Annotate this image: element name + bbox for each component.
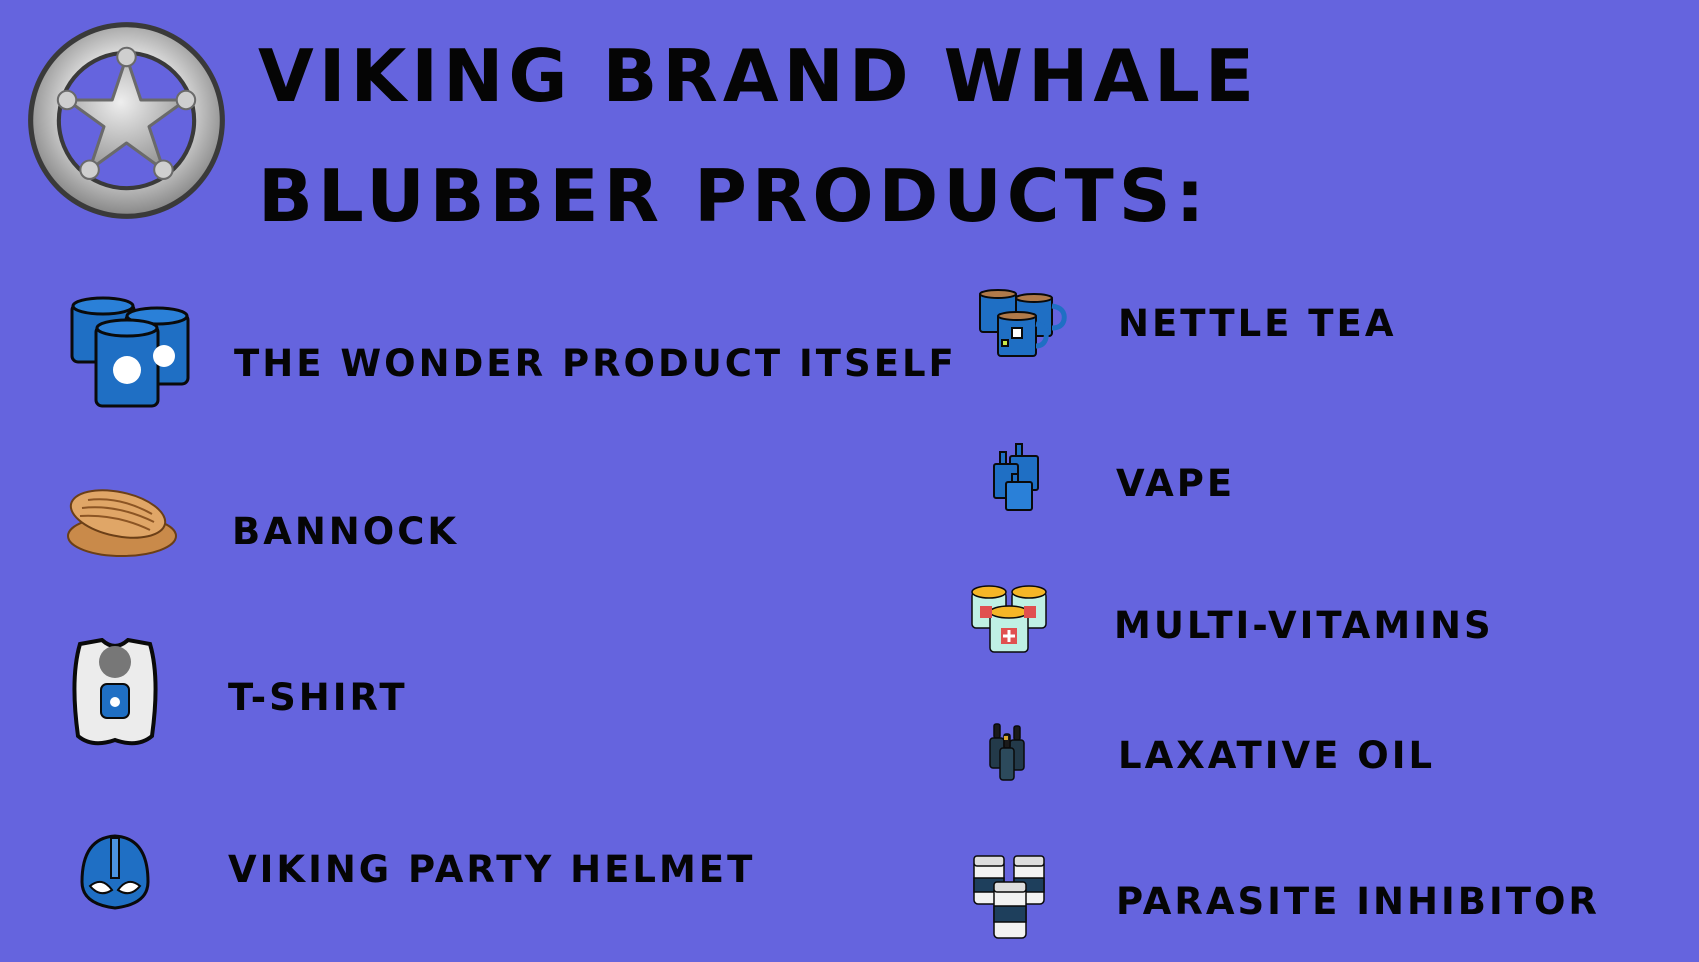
tshirt-icon [68,638,162,750]
oil-dropper-bottles-icon [988,720,1030,782]
product-label-vape: VAPE [1116,462,1235,506]
pill-bottles-icon [970,852,1050,942]
bannock-bread-icon [62,486,180,562]
tea-mugs-icon [976,288,1072,360]
product-label-multi-vitamins: MULTI-VITAMINS [1114,604,1494,648]
viking-helmet-icon [78,832,152,912]
vitamin-jars-icon [968,582,1054,656]
blubber-barrels-icon [68,296,192,412]
vape-bottles-icon [990,440,1044,512]
product-label-laxative-oil: LAXATIVE OIL [1118,734,1435,778]
product-label-viking-helmet: VIKING PARTY HELMET [228,848,755,892]
product-label-tshirt: T-SHIRT [228,676,408,720]
product-label-parasite-inhibitor: PARASITE INHIBITOR [1116,880,1600,924]
product-label-bannock: BANNOCK [232,510,459,554]
product-label-wonder-product: THE WONDER PRODUCT ITSELF [234,342,957,386]
sheriff-star-badge-icon [24,18,229,223]
product-label-nettle-tea: NETTLE TEA [1118,302,1396,346]
page-title: VIKING BRAND WHALE BLUBBER PRODUCTS: [258,16,1558,256]
